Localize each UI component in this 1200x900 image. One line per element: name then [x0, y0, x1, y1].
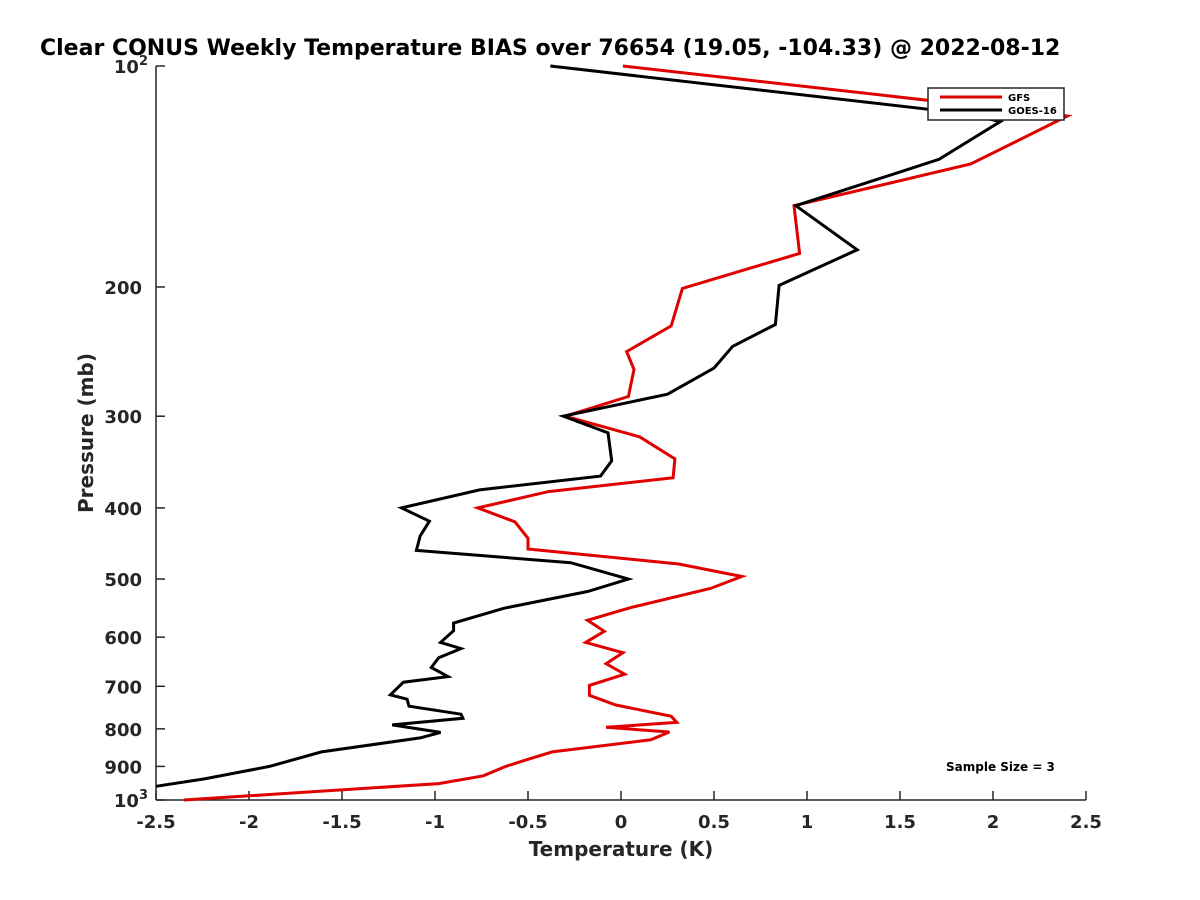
x-axis-label: Temperature (K): [529, 837, 714, 861]
x-tick-label: 0: [615, 812, 628, 833]
x-tick-label: 1: [801, 812, 814, 833]
x-tick-label: 1.5: [884, 812, 916, 833]
series-line-gfs: [183, 64, 1073, 802]
series-lines: [155, 64, 1073, 802]
legend: GFS GOES-16: [927, 87, 1065, 121]
legend-box: [927, 87, 1065, 121]
y-axis-ticks: 200 300 400 500 600 700 800 900 102 103: [104, 54, 165, 812]
x-tick-label: -2: [239, 812, 259, 833]
x-tick-label: -1: [425, 812, 445, 833]
x-tick-label: -1.5: [322, 812, 361, 833]
y-tick-label-power: 102: [114, 54, 148, 78]
x-tick-label: -2.5: [136, 812, 175, 833]
x-tick-label: 2: [987, 812, 1000, 833]
y-tick-label: 900: [104, 757, 142, 778]
y-tick-label-power: 103: [114, 788, 148, 812]
y-tick-label: 300: [104, 407, 142, 428]
y-tick-label: 400: [104, 499, 142, 520]
chart-title: Clear CONUS Weekly Temperature BIAS over…: [40, 36, 1060, 61]
legend-label-goes-16: GOES-16: [1008, 106, 1057, 117]
y-axis-label: Pressure (mb): [74, 353, 98, 513]
x-tick-label: 0.5: [698, 812, 730, 833]
x-axis-ticks: -2.5 -2 -1.5 -1 -0.5 0 0.5 1 1.5 2 2.5: [136, 791, 1102, 833]
series-line-goes-16: [155, 64, 1005, 788]
sample-size-annotation: Sample Size = 3: [946, 760, 1055, 774]
x-tick-label: -0.5: [508, 812, 547, 833]
y-tick-label: 800: [104, 720, 142, 741]
y-tick-label: 600: [104, 628, 142, 649]
x-tick-label: 2.5: [1070, 812, 1102, 833]
y-tick-label: 500: [104, 570, 142, 591]
legend-label-gfs: GFS: [1008, 93, 1030, 104]
y-tick-label: 700: [104, 677, 142, 698]
y-tick-label: 200: [104, 278, 142, 299]
